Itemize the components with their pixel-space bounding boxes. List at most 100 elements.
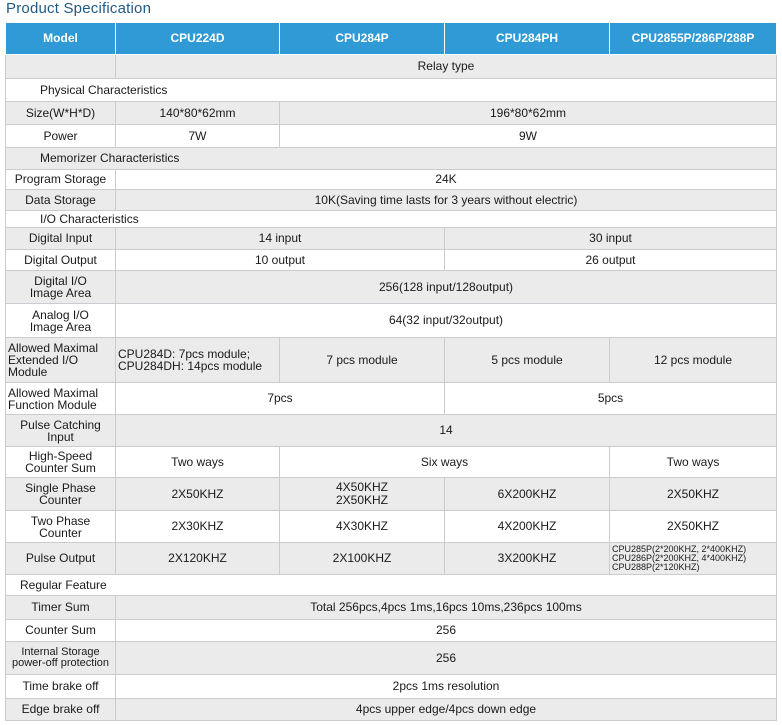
label-line: Counter Sum [25, 461, 96, 475]
row-label: Digital I/O Image Area [5, 270, 116, 304]
header-cpu284p: CPU284P [279, 22, 445, 55]
row-label: Allowed Maximal Function Module [5, 382, 116, 415]
table-row: Allowed Maximal Extended I/O Module CPU284… [5, 337, 777, 383]
table-cell: 256 [115, 619, 777, 642]
label-line: Module [8, 365, 48, 379]
table-cell: Six ways [279, 446, 610, 478]
section-physical: Physical Characteristics [5, 78, 777, 102]
page-title: Product Specification [6, 0, 152, 17]
cell-line: 4X50KHZ [335, 480, 389, 494]
header-cpu285-288: CPU2855P/286P/288P [609, 22, 777, 55]
table-row: Pulse Output 2X120KHZ 2X100KHZ 3X200KHZ … [5, 542, 777, 575]
label-line: Internal Storage [21, 646, 100, 658]
table-cell: 6X200KHZ [444, 477, 610, 511]
label-line: Image Area [29, 319, 92, 334]
header-cpu224d: CPU224D [115, 22, 280, 55]
label-line: power-off protection [11, 657, 110, 669]
label-line: Allowed Maximal [8, 341, 99, 355]
label-line: Single Phase [25, 481, 96, 495]
table-cell: 2X30KHZ [115, 510, 280, 543]
row-label: Program Storage [5, 169, 116, 190]
table-cell: Two ways [609, 446, 777, 478]
table-cell: 14 [115, 414, 777, 447]
row-label: Size(W*H*D) [5, 101, 116, 125]
section-memorizer: Memorizer Characteristics [5, 147, 777, 170]
spec-table: Model CPU224D CPU284P CPU284PH CPU2855P/… [5, 22, 777, 721]
section-regular: Regular Feature [5, 574, 777, 596]
table-row: Allowed Maximal Function Module 7pcs 5pcs [5, 382, 777, 415]
table-row: Single Phase Counter 2X50KHZ 4X50KHZ 2X50K… [5, 477, 777, 511]
table-row: Digital I/O Image Area 256(128 input/128o… [5, 270, 777, 304]
table-cell: 4X50KHZ 2X50KHZ [279, 477, 445, 511]
row-label: Digital Input [5, 227, 116, 250]
table-cell: 5 pcs module [444, 337, 610, 383]
table-cell: 196*80*62mm [279, 101, 777, 125]
section-row: Regular Feature [5, 574, 777, 596]
row-label: High-Speed Counter Sum [5, 446, 116, 478]
table-cell: 64(32 input/32output) [115, 303, 777, 338]
table-cell: 2X100KHZ [279, 542, 445, 575]
table-cell: 2X50KHZ [609, 477, 777, 511]
section-row: Memorizer Characteristics [5, 147, 777, 170]
label-line: Counter [39, 493, 82, 507]
row-label: Single Phase Counter [5, 477, 116, 511]
table-cell: CPU285P(2*200KHZ, 2*400KHZ) CPU286P(2*200… [609, 542, 777, 575]
table-cell: 26 output [444, 249, 777, 271]
section-row: Physical Characteristics [5, 78, 777, 102]
row-label: Counter Sum [5, 619, 116, 642]
table-row: Power 7W 9W [5, 124, 777, 148]
cell-line: CPU284DH: 14pcs module [118, 359, 263, 373]
label-line: Two Phase [30, 513, 91, 528]
table-cell: 2X50KHZ [115, 477, 280, 511]
table-cell: 14 input [115, 227, 445, 250]
table-row: Time brake off 2pcs 1ms resolution [5, 674, 777, 699]
table-cell: 10 output [115, 249, 445, 271]
table-row: Relay type [5, 54, 777, 79]
table-cell: Total 256pcs,4pcs 1ms,16pcs 10ms,236pcs … [115, 595, 777, 620]
table-cell: 30 input [444, 227, 777, 250]
label-line: Image Area [29, 286, 92, 300]
table-cell: 140*80*62mm [115, 101, 280, 125]
row-label: Timer Sum [5, 595, 116, 620]
row-label: Pulse Output [5, 542, 116, 575]
relay-type: Relay type [115, 54, 777, 79]
table-cell: Two ways [115, 446, 280, 478]
table-cell: 7pcs [115, 382, 445, 415]
table-cell: 5pcs [444, 382, 777, 415]
label-line: Analog I/O [32, 307, 89, 322]
table-cell: 256 [115, 641, 777, 675]
table-cell: CPU284D: 7pcs module; CPU284DH: 14pcs mod… [115, 337, 280, 383]
table-cell: 4X30KHZ [279, 510, 445, 543]
row-label: Internal Storage power-off protection [5, 641, 116, 675]
table-cell: 4X200KHZ [444, 510, 610, 543]
label-line: Input [47, 429, 74, 444]
row-label: Digital Output [5, 249, 116, 271]
table-cell: 9W [279, 124, 777, 148]
table-row: Internal Storage power-off protection 256 [5, 641, 777, 675]
cell-line: CPU286P(2*200KHZ, 4*400KHZ) [612, 553, 747, 563]
table-row: Program Storage 24K [5, 169, 777, 190]
cell-line: CPU284D: 7pcs module; [118, 347, 251, 361]
table-row: Pulse Catching Input 14 [5, 414, 777, 447]
cell-line: CPU285P(2*200KHZ, 2*400KHZ) [612, 544, 747, 554]
row-label: Power [5, 124, 116, 148]
row-label: Data Storage [5, 189, 116, 211]
label-line: Function Module [8, 397, 97, 412]
table-row: Size(W*H*D) 140*80*62mm 196*80*62mm [5, 101, 777, 125]
table-header-row: Model CPU224D CPU284P CPU284PH CPU2855P/… [5, 22, 777, 55]
table-row: Digital Input 14 input 30 input [5, 227, 777, 250]
label-line: High-Speed [28, 449, 93, 463]
table-cell: 24K [115, 169, 777, 190]
table-cell: 2pcs 1ms resolution [115, 674, 777, 699]
table-cell: 7W [115, 124, 280, 148]
table-row: Digital Output 10 output 26 output [5, 249, 777, 271]
table-cell: 256(128 input/128output) [115, 270, 777, 304]
table-cell: 7 pcs module [279, 337, 445, 383]
table-row: Data Storage 10K(Saving time lasts for 3… [5, 189, 777, 211]
label-line: Allowed Maximal [8, 385, 99, 400]
table-row: Two Phase Counter 2X30KHZ 4X30KHZ 4X200KH… [5, 510, 777, 543]
row-label: Two Phase Counter [5, 510, 116, 543]
label-line: Pulse Catching [20, 417, 101, 432]
table-row: High-Speed Counter Sum Two ways Six ways … [5, 446, 777, 478]
row-label: Pulse Catching Input [5, 414, 116, 447]
